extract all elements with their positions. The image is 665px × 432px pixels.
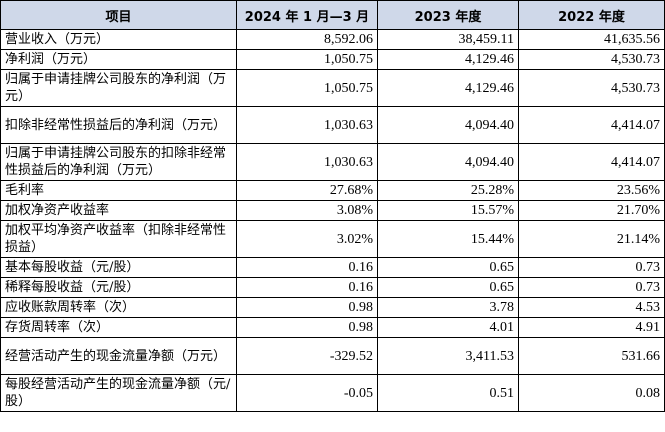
cell-2022: 4,414.07 (518, 143, 665, 181)
table-row: 应收账款周转率（次） 0.98 3.78 4.53 (0, 297, 665, 318)
row-label: 营业收入（万元） (0, 29, 237, 50)
cell-2023: 4.01 (377, 317, 519, 338)
cell-2024q1: 1,030.63 (236, 143, 378, 181)
cell-2023: 38,459.11 (377, 29, 519, 50)
header-2023: 2023 年度 (377, 0, 519, 30)
row-label: 归属于申请挂牌公司股东的净利润（万元） (0, 69, 237, 107)
table-row: 经营活动产生的现金流量净额（万元） -329.52 3,411.53 531.6… (0, 337, 665, 375)
header-2022: 2022 年度 (518, 0, 665, 30)
table-row: 扣除非经常性损益后的净利润（万元） 1,030.63 4,094.40 4,41… (0, 106, 665, 144)
cell-2022: 23.56% (518, 180, 665, 201)
cell-2024q1: 3.08% (236, 200, 378, 221)
table-row: 基本每股收益（元/股） 0.16 0.65 0.73 (0, 257, 665, 278)
table-row: 净利润（万元） 1,050.75 4,129.46 4,530.73 (0, 49, 665, 70)
cell-2023: 3.78 (377, 297, 519, 318)
row-label: 基本每股收益（元/股） (0, 257, 237, 278)
row-label: 归属于申请挂牌公司股东的扣除非经常性损益后的净利润（万元） (0, 143, 237, 181)
cell-2022: 4.53 (518, 297, 665, 318)
cell-2022: 41,635.56 (518, 29, 665, 50)
cell-2022: 4.91 (518, 317, 665, 338)
table-row: 毛利率 27.68% 25.28% 23.56% (0, 180, 665, 201)
cell-2024q1: 0.16 (236, 277, 378, 298)
cell-2024q1: 0.16 (236, 257, 378, 278)
row-label: 净利润（万元） (0, 49, 237, 70)
cell-2022: 4,414.07 (518, 106, 665, 144)
cell-2023: 4,094.40 (377, 143, 519, 181)
cell-2022: 531.66 (518, 337, 665, 375)
cell-2023: 15.57% (377, 200, 519, 221)
table-row: 营业收入（万元） 8,592.06 38,459.11 41,635.56 (0, 29, 665, 50)
cell-2023: 0.65 (377, 277, 519, 298)
cell-2024q1: 3.02% (236, 220, 378, 258)
table-row: 稀释每股收益（元/股） 0.16 0.65 0.73 (0, 277, 665, 298)
cell-2024q1: 0.98 (236, 317, 378, 338)
table-row: 加权净资产收益率 3.08% 15.57% 21.70% (0, 200, 665, 221)
cell-2024q1: 1,050.75 (236, 69, 378, 107)
row-label: 应收账款周转率（次） (0, 297, 237, 318)
cell-2022: 0.08 (518, 374, 665, 412)
financial-indicators-table: 项目 2024 年 1 月—3 月 2023 年度 2022 年度 营业收入（万… (0, 0, 665, 412)
table-row: 归属于申请挂牌公司股东的扣除非经常性损益后的净利润（万元） 1,030.63 4… (0, 143, 665, 181)
row-label: 稀释每股收益（元/股） (0, 277, 237, 298)
header-2024q1: 2024 年 1 月—3 月 (236, 0, 378, 30)
cell-2024q1: 1,030.63 (236, 106, 378, 144)
row-label: 每股经营活动产生的现金流量净额（元/股） (0, 374, 237, 412)
header-item: 项目 (0, 0, 237, 30)
row-label: 存货周转率（次） (0, 317, 237, 338)
cell-2022: 21.14% (518, 220, 665, 258)
cell-2023: 3,411.53 (377, 337, 519, 375)
table-row: 归属于申请挂牌公司股东的净利润（万元） 1,050.75 4,129.46 4,… (0, 69, 665, 107)
cell-2022: 4,530.73 (518, 49, 665, 70)
header-row: 项目 2024 年 1 月—3 月 2023 年度 2022 年度 (0, 0, 665, 30)
cell-2022: 4,530.73 (518, 69, 665, 107)
cell-2022: 21.70% (518, 200, 665, 221)
table-row: 存货周转率（次） 0.98 4.01 4.91 (0, 317, 665, 338)
cell-2023: 15.44% (377, 220, 519, 258)
cell-2023: 0.51 (377, 374, 519, 412)
cell-2023: 4,129.46 (377, 49, 519, 70)
table-row: 加权平均净资产收益率（扣除非经常性损益） 3.02% 15.44% 21.14% (0, 220, 665, 258)
row-label: 经营活动产生的现金流量净额（万元） (0, 337, 237, 375)
cell-2022: 0.73 (518, 257, 665, 278)
row-label: 毛利率 (0, 180, 237, 201)
cell-2023: 0.65 (377, 257, 519, 278)
row-label: 加权平均净资产收益率（扣除非经常性损益） (0, 220, 237, 258)
cell-2024q1: 1,050.75 (236, 49, 378, 70)
cell-2024q1: 8,592.06 (236, 29, 378, 50)
cell-2024q1: -0.05 (236, 374, 378, 412)
row-label: 扣除非经常性损益后的净利润（万元） (0, 106, 237, 144)
cell-2024q1: 0.98 (236, 297, 378, 318)
cell-2024q1: 27.68% (236, 180, 378, 201)
row-label: 加权净资产收益率 (0, 200, 237, 221)
cell-2024q1: -329.52 (236, 337, 378, 375)
cell-2023: 4,129.46 (377, 69, 519, 107)
cell-2023: 25.28% (377, 180, 519, 201)
cell-2023: 4,094.40 (377, 106, 519, 144)
cell-2022: 0.73 (518, 277, 665, 298)
table-row: 每股经营活动产生的现金流量净额（元/股） -0.05 0.51 0.08 (0, 374, 665, 412)
